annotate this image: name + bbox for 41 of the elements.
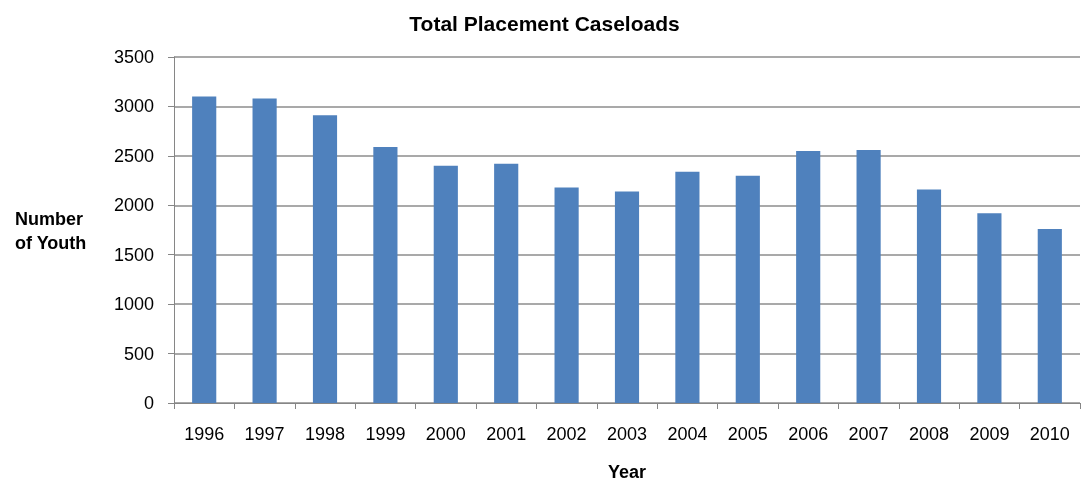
x-tick-label: 1998 [304, 424, 346, 444]
x-tick-label: 2001 [486, 424, 527, 444]
bar [856, 149, 881, 403]
x-tick-label: 2009 [969, 424, 1010, 444]
bar [977, 213, 1002, 403]
y-tick-label: 3000 [113, 96, 154, 117]
bar [252, 98, 277, 403]
x-tick-label: 1996 [184, 424, 225, 444]
bar [312, 115, 338, 403]
bar [916, 189, 942, 403]
chart-title: Total Placement Caseloads [409, 12, 680, 35]
x-tick-label: 2004 [667, 424, 708, 444]
y-tick-label: 1500 [113, 244, 154, 265]
y-tick-label: 500 [123, 343, 154, 364]
bar [796, 150, 821, 403]
y-tick-label: 0 [143, 393, 154, 413]
bar [675, 171, 700, 403]
bar [373, 146, 398, 403]
x-tick-label: 2002 [546, 424, 587, 444]
y-tick-label: 2500 [113, 145, 154, 166]
x-tick-label: 1997 [244, 424, 285, 444]
bar [192, 96, 217, 403]
y-tick-label: 2000 [113, 195, 154, 216]
y-tick-label: 1000 [113, 294, 154, 315]
bar [554, 187, 579, 403]
x-tick-label: 2006 [788, 424, 829, 444]
x-tick-label: 2000 [425, 424, 466, 444]
bar [614, 191, 640, 403]
x-tick-label: 1999 [365, 424, 406, 444]
x-tick-label: 2010 [1029, 424, 1070, 444]
x-tick-label: 2008 [908, 424, 950, 444]
bar [494, 163, 519, 403]
y-tick-label: 3500 [113, 47, 154, 67]
x-axis-title: Year [607, 462, 647, 482]
x-tick-label: 2007 [848, 424, 889, 444]
bar [735, 175, 760, 403]
x-tick-label: 2005 [727, 424, 768, 444]
x-tick-label: 2003 [606, 424, 648, 444]
y-axis-title: Number of Youth [15, 209, 89, 253]
bar [1037, 229, 1062, 403]
bar [433, 165, 458, 403]
